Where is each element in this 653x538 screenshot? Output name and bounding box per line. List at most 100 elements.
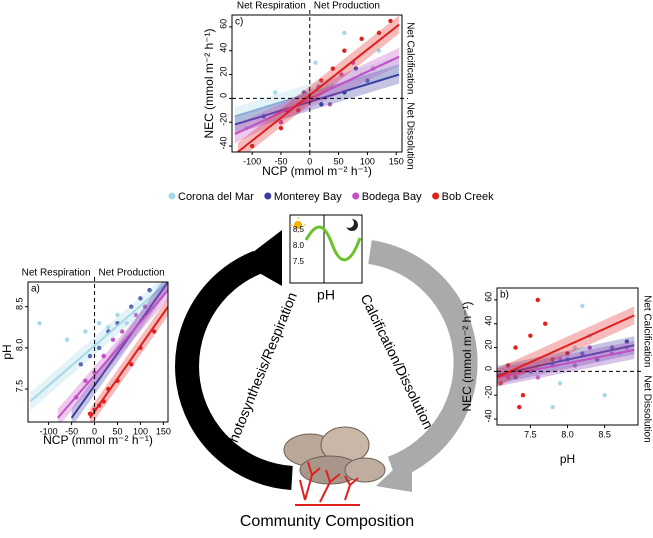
x-tick-label: 150: [389, 156, 404, 166]
panel-label: a): [31, 284, 40, 295]
point: [327, 102, 333, 107]
point: [572, 363, 578, 368]
legend-label: Monterey Bay: [274, 191, 342, 203]
y-tick-label: -40: [483, 410, 493, 423]
point: [319, 78, 324, 83]
fit-line: [70, 282, 168, 419]
y-tick-label: 40: [483, 316, 493, 326]
point: [550, 404, 555, 410]
ph-tick: 7.5: [293, 257, 305, 266]
x-tick-label: 8.5: [598, 429, 611, 439]
point: [376, 48, 382, 53]
y-tick-label: 40: [218, 43, 228, 53]
point: [313, 60, 318, 65]
panel-label: c): [235, 17, 243, 28]
point: [152, 329, 157, 334]
y-axis-label: pH: [0, 344, 14, 359]
right-arrowhead: [376, 452, 412, 492]
panel-label: b): [500, 290, 509, 301]
point: [124, 320, 129, 326]
y-tick-label: 0: [483, 366, 493, 371]
plot-area: [29, 282, 168, 422]
point: [101, 353, 106, 359]
point: [330, 66, 336, 71]
y-axis-label: NEC (mmol m⁻² h⁻¹): [460, 302, 474, 412]
annotation: Net Calcification: [404, 22, 415, 94]
point: [535, 297, 541, 303]
x-tick-label: 8.0: [561, 429, 574, 439]
fit-line: [237, 23, 400, 152]
point: [96, 345, 102, 351]
point: [106, 325, 111, 330]
point: [83, 378, 88, 384]
y-tick-label: 0: [218, 93, 228, 98]
plot-frame: [231, 14, 403, 153]
point: [505, 363, 511, 368]
point: [565, 351, 570, 356]
y-tick-label: 8.0: [14, 339, 24, 352]
fit-line: [234, 55, 400, 136]
x-tick-label: 50: [334, 156, 344, 166]
x-axis-label: NCP (mmol m⁻² h⁻¹): [262, 164, 372, 178]
legend-swatch: [264, 192, 272, 200]
ph-wave: [304, 225, 362, 262]
point: [129, 362, 134, 367]
fit-band: [237, 15, 400, 152]
point: [296, 108, 301, 113]
y-tick-label: 20: [218, 67, 228, 77]
point: [342, 30, 347, 36]
x-axis-label: pH: [560, 452, 575, 466]
plot-frame: [27, 281, 169, 423]
x-tick-label: 100: [133, 426, 148, 436]
plot-area: [234, 15, 400, 152]
point: [129, 304, 134, 309]
legend-label: Bob Creek: [442, 191, 494, 203]
point: [83, 329, 88, 334]
point: [602, 393, 607, 398]
community-illustration: [283, 426, 386, 506]
point: [624, 339, 630, 344]
x-tick-label: 150: [156, 426, 171, 436]
point: [319, 102, 324, 107]
fit-line: [29, 282, 168, 403]
point: [278, 120, 284, 125]
point: [388, 18, 393, 24]
y-tick-label: 7.5: [14, 380, 24, 393]
x-tick-label: -100: [40, 426, 58, 436]
fit-line: [89, 306, 168, 419]
point: [376, 30, 382, 36]
y-tick-label: 8.5: [14, 297, 24, 310]
x-tick-label: 0: [307, 156, 312, 166]
point: [557, 381, 563, 386]
point: [572, 345, 578, 350]
point: [517, 404, 522, 410]
x-tick-label: -50: [274, 156, 287, 166]
ph-tick: 8.5: [293, 225, 305, 234]
point: [342, 48, 347, 53]
point: [142, 304, 148, 309]
point: [87, 353, 93, 359]
x-tick-label: 7.5: [524, 429, 537, 439]
point: [513, 345, 518, 350]
left-arrow: [175, 250, 293, 490]
y-tick-label: -40: [218, 137, 228, 150]
x-axis-label: NCP (mmol m⁻² h⁻¹): [43, 433, 153, 447]
point: [133, 312, 139, 318]
moon-cut: [344, 218, 354, 228]
x-tick-label: -50: [65, 426, 78, 436]
annotation: Net Dissolution: [404, 102, 415, 169]
fit-line: [234, 73, 400, 126]
point: [580, 351, 585, 356]
point: [115, 312, 120, 318]
x-tick-label: 50: [113, 426, 123, 436]
point: [353, 66, 359, 71]
point: [520, 393, 526, 398]
fit-line: [497, 344, 635, 376]
point: [249, 143, 255, 149]
point: [543, 321, 548, 326]
point: [278, 125, 284, 131]
legend-swatch: [432, 192, 440, 200]
annotation: Net Production: [314, 1, 380, 12]
point: [64, 337, 70, 342]
